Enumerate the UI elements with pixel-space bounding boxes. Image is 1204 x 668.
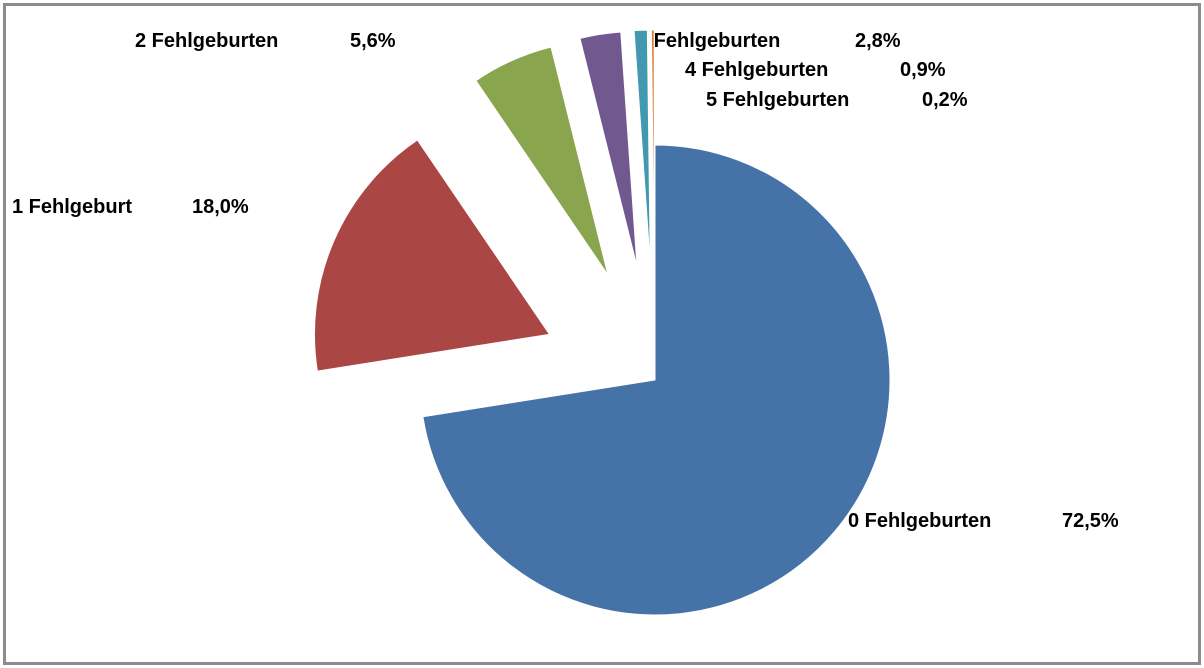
value-label: 72,5% [1062,510,1119,532]
pie-slice [313,139,551,372]
slice-label: 1 Fehlgeburt [12,196,132,218]
slice-label: 5 Fehlgeburten [706,89,849,111]
value-label: 0,2% [922,89,968,111]
value-label: 0,9% [900,59,946,81]
pie-slice [579,31,638,267]
value-label: 2,8% [855,30,901,52]
pie-slice [633,29,651,266]
slice-label: 0 Fehlgeburten [848,510,991,532]
value-label: 5,6% [350,30,396,52]
pie-slice [422,144,891,616]
pie-slice [475,46,609,276]
slice-label: 2 Fehlgeburten [135,30,278,52]
pie-slice [650,29,655,266]
slice-label: 3 Fehlgeburten [637,30,780,52]
slice-label: 4 Fehlgeburten [685,59,828,81]
value-label: 18,0% [192,196,249,218]
